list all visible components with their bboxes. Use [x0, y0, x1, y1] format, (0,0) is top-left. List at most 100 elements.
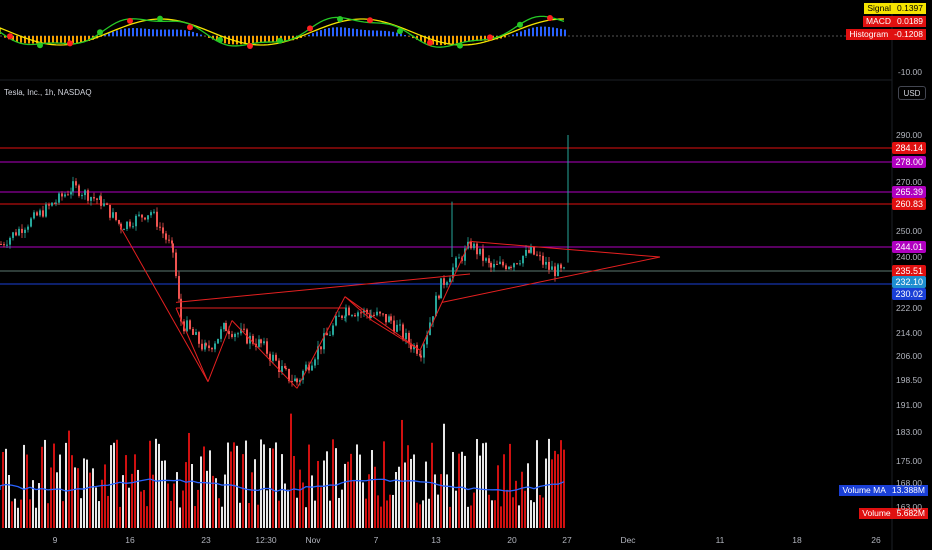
- candle-body: [416, 344, 418, 354]
- volume-bar: [44, 439, 46, 528]
- candle-body: [363, 309, 365, 313]
- candle-body: [120, 223, 122, 230]
- candle-body: [408, 332, 410, 344]
- price-level-label: 235.51: [892, 265, 926, 277]
- candle-body: [123, 229, 125, 231]
- volume-bar: [293, 456, 295, 528]
- volume-bar: [107, 495, 109, 528]
- volume-bar: [422, 500, 424, 528]
- macd-hist-bar: [312, 33, 314, 36]
- time-tick: 13: [431, 535, 441, 545]
- candle-body: [45, 204, 47, 217]
- currency-button[interactable]: USD: [898, 86, 926, 100]
- volume-bar: [482, 443, 484, 528]
- candle-body: [344, 316, 346, 318]
- candle-body: [305, 364, 307, 371]
- volume-bar: [494, 500, 496, 528]
- candle-body: [490, 262, 492, 268]
- macd-hist-bar: [160, 29, 162, 36]
- volume-bar: [284, 483, 286, 528]
- pattern-line: [371, 320, 421, 351]
- macd-cross-dot: [217, 36, 223, 43]
- candle-body: [141, 214, 143, 218]
- macd-hist-bar: [404, 35, 406, 36]
- time-tick: 27: [562, 535, 572, 545]
- candle-body: [402, 324, 404, 340]
- candle-body: [228, 331, 230, 335]
- candle-body: [225, 322, 227, 332]
- signal-label: Signal: [864, 3, 894, 14]
- volume-bar: [179, 507, 181, 528]
- candle-body: [335, 315, 337, 326]
- volume-bar: [500, 506, 502, 528]
- volume-bar: [251, 472, 253, 528]
- candle-body: [419, 353, 421, 356]
- volume-bar: [320, 487, 322, 528]
- macd-hist-bar: [520, 31, 522, 36]
- candle-body: [519, 263, 521, 265]
- candle-body: [30, 218, 32, 227]
- macd-hist-legend: Histogram -0.1208: [846, 29, 926, 40]
- volume-bar: [341, 489, 343, 528]
- volume-bar: [323, 460, 325, 528]
- candle-body: [382, 313, 384, 315]
- candle-body: [237, 333, 239, 335]
- candle-body: [220, 329, 222, 339]
- candle-body: [302, 370, 304, 380]
- macd-hist-bar: [264, 36, 266, 43]
- volume-bar: [173, 483, 175, 528]
- candle-body: [217, 338, 219, 344]
- price-level-label: 284.14: [892, 142, 926, 154]
- macd-hist-bar: [480, 36, 482, 41]
- volume-bar: [116, 439, 118, 528]
- candle-body: [168, 239, 170, 241]
- volume-bar: [464, 455, 466, 528]
- histogram-value: -0.1208: [891, 29, 926, 40]
- macd-hist-bar: [240, 36, 242, 45]
- volume-label: Volume: [859, 508, 894, 519]
- candle-body: [452, 267, 454, 279]
- volume-bar: [242, 454, 244, 528]
- volume-bar: [212, 475, 214, 528]
- candle-body: [443, 278, 445, 285]
- volume-bar: [32, 480, 34, 528]
- volume-bar: [5, 448, 7, 528]
- volume-bar: [428, 498, 430, 528]
- volume-bar: [470, 505, 472, 528]
- macd-hist-bar: [180, 29, 182, 36]
- volume-bar: [11, 501, 13, 528]
- macd-hist-bar: [16, 36, 18, 42]
- candle-body: [311, 365, 313, 371]
- candle-body: [223, 322, 225, 330]
- candle-body: [317, 346, 319, 360]
- pattern-line: [231, 320, 298, 389]
- macd-hist-bar: [308, 34, 310, 36]
- candle-body: [178, 276, 180, 299]
- candle-body: [502, 261, 504, 266]
- volume-bar: [92, 468, 94, 528]
- candle-body: [528, 249, 530, 253]
- volume-bar: [140, 491, 142, 528]
- volume-bar: [254, 459, 256, 528]
- price-tick: 163.00: [896, 502, 922, 512]
- macd-hist-bar: [72, 36, 74, 44]
- candle-body: [493, 263, 495, 268]
- macd-hist-bar: [536, 26, 538, 36]
- candle-body: [21, 228, 23, 233]
- volume-bar: [164, 460, 166, 528]
- price-tick: 198.50: [896, 375, 922, 385]
- volume-bar: [218, 498, 220, 528]
- volume-bar: [77, 468, 79, 528]
- volume-bar: [278, 500, 280, 528]
- macd-cross-dot: [127, 17, 133, 24]
- macd-hist-bar: [60, 36, 62, 43]
- macd-hist-bar: [408, 36, 410, 37]
- macd-hist-bar: [464, 36, 466, 43]
- candle-body: [281, 366, 283, 372]
- macd-hist-bar: [472, 36, 474, 42]
- macd-hist-bar: [184, 30, 186, 36]
- volume-bar: [548, 438, 550, 528]
- candle-body: [275, 354, 277, 361]
- candle-body: [423, 344, 425, 358]
